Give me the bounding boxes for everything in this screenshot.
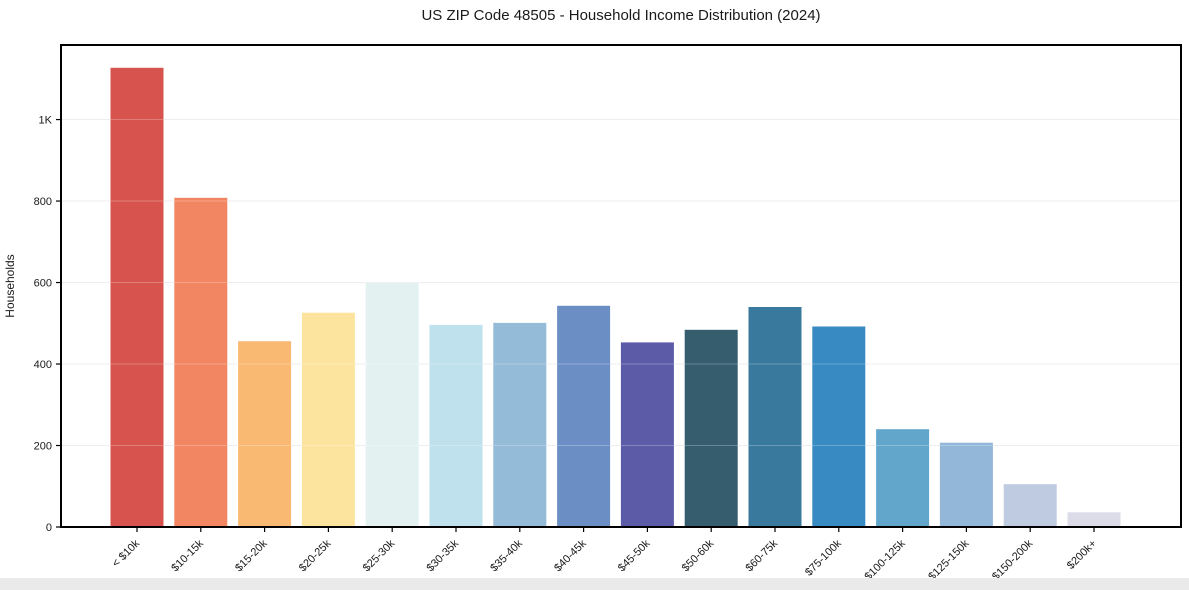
- axes: [56, 44, 1182, 532]
- x-tick-label: < $10k: [110, 537, 142, 569]
- window-bottom-bar: [0, 578, 1189, 590]
- x-tick-label: $200k+: [1065, 538, 1099, 572]
- bar: [876, 429, 930, 527]
- x-tick-label: $10-15k: [169, 537, 206, 574]
- bar: [493, 322, 547, 527]
- y-tick-label: 600: [34, 278, 52, 290]
- bar: [238, 341, 292, 527]
- plot-border: [60, 44, 1182, 528]
- bar: [684, 329, 738, 527]
- x-tick-label: $40-45k: [552, 537, 589, 574]
- bars: [110, 67, 1121, 528]
- bar: [365, 282, 419, 527]
- x-tick-label: $15-20k: [233, 537, 270, 574]
- chart-title: US ZIP Code 48505 - Household Income Dis…: [421, 7, 821, 24]
- bar: [1067, 512, 1121, 527]
- x-tick-label: $20-25k: [297, 537, 334, 574]
- y-axis-title: Households: [3, 254, 17, 317]
- bar: [429, 324, 483, 527]
- x-tick-label: $35-40k: [488, 537, 525, 574]
- x-tick-label: $50-60k: [680, 537, 717, 574]
- x-tick-label: $75-100k: [803, 537, 844, 578]
- x-tick-label: $45-50k: [616, 537, 653, 574]
- bar: [174, 197, 228, 528]
- y-tick-label: 0: [46, 522, 52, 534]
- y-tick-label: 800: [34, 196, 52, 208]
- y-tick-label: 200: [34, 441, 52, 453]
- bar: [620, 342, 674, 527]
- y-tick-label: 400: [34, 359, 52, 371]
- bar: [748, 307, 802, 527]
- bar: [110, 67, 164, 528]
- x-tick-label: $30-35k: [425, 537, 462, 574]
- bar: [301, 312, 355, 527]
- x-tick-label: $125-150k: [926, 537, 972, 583]
- gridline-overlays: [61, 119, 1181, 447]
- x-tick-label: $25-30k: [361, 537, 398, 574]
- y-tick-label: 1K: [39, 115, 53, 127]
- x-tick-label: $100-125k: [862, 537, 908, 583]
- x-tick-label: $150-200k: [990, 537, 1036, 583]
- bar: [812, 326, 866, 527]
- x-tick-label: $60-75k: [744, 537, 781, 574]
- bar: [1003, 484, 1057, 527]
- bar: [557, 305, 611, 527]
- bar: [939, 442, 993, 527]
